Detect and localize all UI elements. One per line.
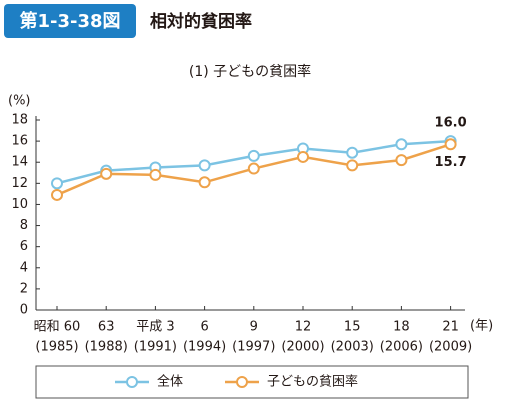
x-tick-year: (1997) <box>232 340 275 355</box>
badge: 第1-3-38図 <box>19 10 120 32</box>
x-tick-year: (2006) <box>380 340 423 355</box>
x-tick-label: 9 <box>250 320 258 335</box>
y-tick-label: 4 <box>20 260 28 275</box>
x-tick-label: 18 <box>393 320 410 335</box>
x-tick-year: (2003) <box>331 340 374 355</box>
y-tick-label: 8 <box>20 218 28 233</box>
x-tick-year: (1985) <box>35 340 78 355</box>
point <box>100 167 113 180</box>
legend-label: 子どもの貧困率 <box>267 374 358 390</box>
y-tick-label: 12 <box>11 176 28 191</box>
y-tick-label: 2 <box>20 281 28 296</box>
x-tick-label: 12 <box>295 320 312 335</box>
page-title: 相対的貧困率 <box>150 11 252 32</box>
y-tick-label: 0 <box>20 303 28 318</box>
y-tick-label: 16 <box>11 134 28 149</box>
point <box>198 159 211 172</box>
x-tick-year: (1994) <box>183 340 226 355</box>
x-tick-label: 平成 3 <box>136 320 174 335</box>
point <box>51 177 63 190</box>
point <box>149 168 162 181</box>
legend-marker <box>236 376 248 388</box>
x-tick-year: (1988) <box>85 340 128 355</box>
y-tick-label: 18 <box>11 113 28 128</box>
point <box>198 176 211 189</box>
x-tick-label: 昭和 60 <box>34 320 81 335</box>
legend-box <box>35 365 469 399</box>
point <box>247 162 260 175</box>
badge-bg <box>4 4 136 38</box>
x-tick-label: 15 <box>344 320 361 335</box>
legend-marker <box>126 376 138 388</box>
x-tick-year: (2009) <box>429 340 472 355</box>
point <box>51 188 63 201</box>
point <box>444 138 457 151</box>
point <box>346 159 359 172</box>
x-tick-year: (1991) <box>134 340 177 355</box>
x-unit: (年) <box>470 319 493 334</box>
y-tick-label: 6 <box>20 239 28 254</box>
x-tick-label: 21 <box>442 320 459 335</box>
x-tick-label: 6 <box>200 320 208 335</box>
y-unit: (%) <box>8 94 31 109</box>
y-tick-label: 14 <box>11 155 28 170</box>
point <box>297 150 309 163</box>
point <box>247 149 260 162</box>
x-tick-year: (2000) <box>281 340 324 355</box>
point <box>395 154 408 167</box>
chart-title: (1) 子どもの貧困率 <box>189 63 311 80</box>
point <box>395 138 408 151</box>
legend-label: 全体 <box>157 374 183 390</box>
value-label: 15.7 <box>435 155 467 170</box>
point <box>346 146 359 159</box>
y-tick-label: 10 <box>11 197 28 212</box>
value-label: 16.0 <box>435 116 467 131</box>
x-tick-label: 63 <box>98 320 115 335</box>
